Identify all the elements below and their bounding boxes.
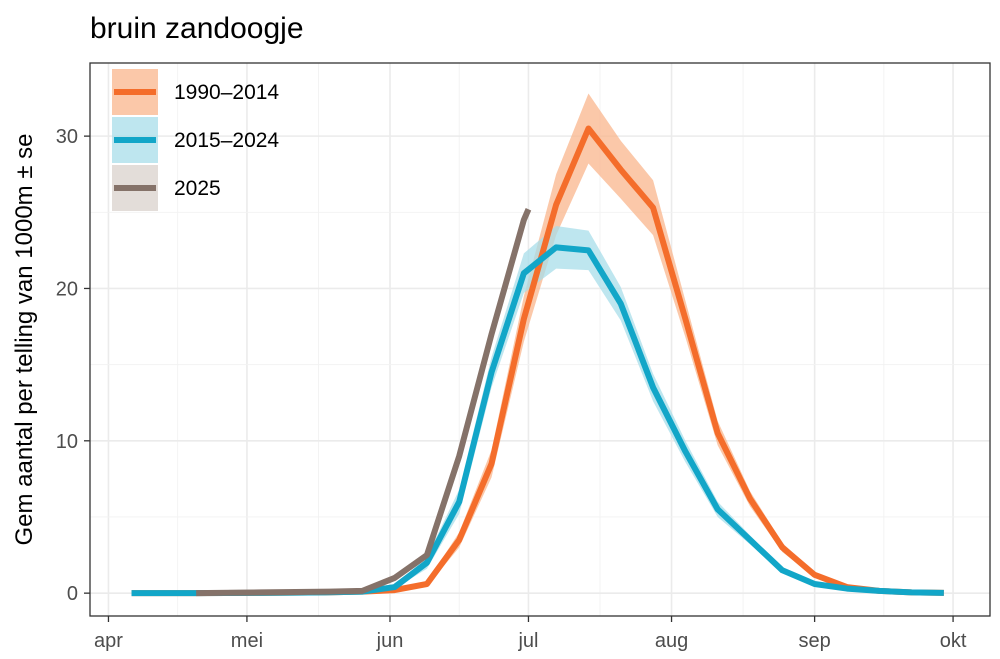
grid bbox=[90, 63, 990, 616]
y-axis: 0 10 20 30 bbox=[56, 126, 90, 605]
x-tick-label: okt bbox=[940, 630, 967, 652]
error-bands bbox=[131, 93, 944, 594]
y-tick-label: 10 bbox=[56, 431, 78, 453]
series-line-0 bbox=[131, 125, 944, 597]
series-lines bbox=[131, 125, 944, 597]
plot-panel-border bbox=[89, 62, 991, 617]
series-line-1 bbox=[131, 244, 944, 597]
error-band-0 bbox=[131, 93, 944, 594]
x-tick-label: sep bbox=[798, 630, 830, 652]
y-tick-label: 20 bbox=[56, 278, 78, 300]
legend-label: 1990–2014 bbox=[174, 81, 279, 104]
legend-label: 2025 bbox=[174, 177, 221, 200]
x-tick-label: jul bbox=[517, 630, 538, 652]
legend: 1990–2014 2015–2024 2025 bbox=[112, 69, 279, 211]
x-tick-label: aug bbox=[655, 630, 688, 652]
y-tick-label: 0 bbox=[67, 583, 78, 605]
legend-label: 2015–2024 bbox=[174, 129, 279, 152]
x-tick-label: apr bbox=[94, 630, 123, 652]
series-line-2 bbox=[196, 208, 532, 597]
x-tick-label: mei bbox=[231, 630, 263, 652]
chart-title: bruin zandoogje bbox=[90, 12, 304, 45]
error-band-1 bbox=[131, 226, 944, 594]
x-tick-label: jun bbox=[376, 630, 404, 652]
y-tick-label: 30 bbox=[56, 126, 78, 148]
y-axis-label: Gem aantal per telling van 1000m ± se bbox=[11, 133, 38, 545]
x-axis: apr mei jun jul aug sep okt bbox=[94, 616, 967, 652]
